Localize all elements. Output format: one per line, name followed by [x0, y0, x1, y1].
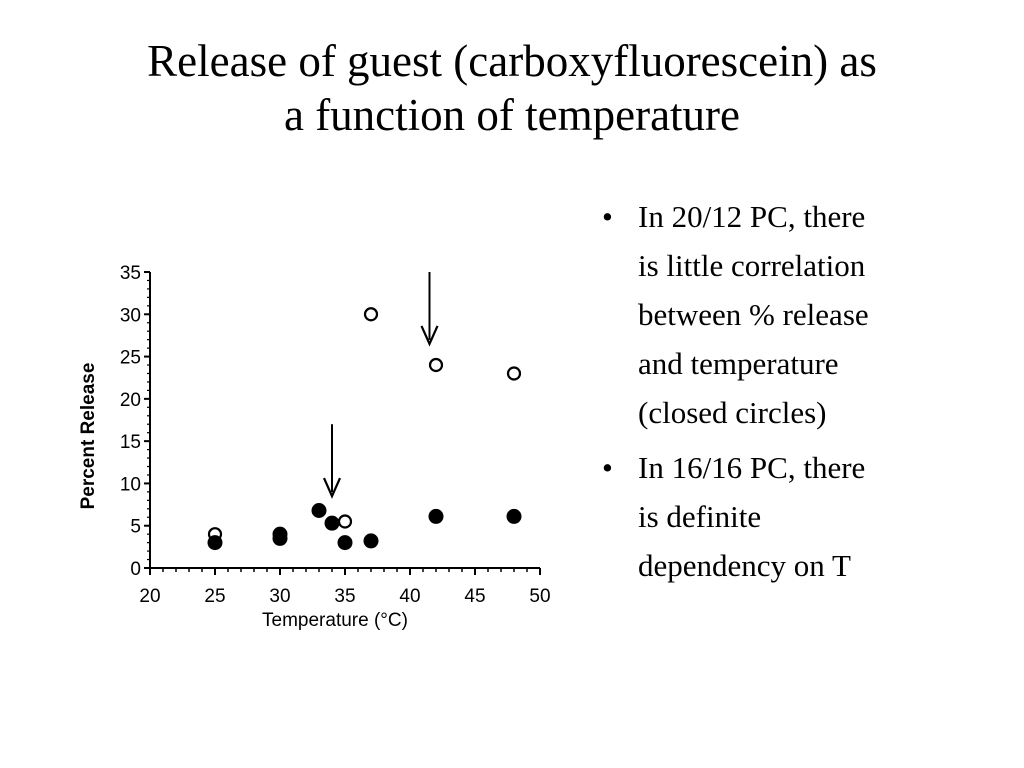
x-tick-label: 35: [334, 586, 355, 607]
y-tick-label: 35: [120, 263, 141, 284]
y-tick-label: 5: [130, 517, 141, 538]
bullet-text-line: In 20/12 PC, there: [638, 199, 866, 234]
y-tick-label: 0: [130, 559, 141, 580]
bullet-item: • In 16/16 PC, there is definite dependency…: [598, 443, 998, 590]
x-tick-label: 20: [139, 586, 160, 607]
y-tick-label: 10: [120, 474, 141, 495]
annotation-arrow-head: [322, 477, 342, 499]
bullet-text-line: and temperature: [638, 346, 839, 381]
title-line: Release of guest (carboxyfluorescein) as: [147, 36, 877, 86]
y-tick-label: 30: [120, 305, 141, 326]
bullet-text-line: is little correlation: [638, 248, 866, 283]
x-axis-label: Temperature (°C): [262, 610, 408, 631]
filled-circle-point: [207, 535, 223, 551]
filled-circle-point: [311, 502, 327, 518]
open-circle-point: [337, 514, 353, 529]
bullet-text-line: (closed circles): [638, 395, 827, 430]
open-circle-point: [506, 366, 522, 381]
x-tick-label: 45: [464, 586, 485, 607]
bullet-text-line: between % release: [638, 297, 869, 332]
filled-circle-point: [506, 508, 522, 524]
y-tick-label: 15: [120, 432, 141, 453]
bullet-text-line: In 16/16 PC, there: [638, 450, 866, 485]
bullet-list: • In 20/12 PC, there is little correlation…: [598, 192, 998, 596]
filled-circle-point: [324, 515, 340, 531]
open-circle-point: [428, 357, 444, 373]
bullet-text-line: is definite: [638, 499, 762, 534]
bullet-dot-icon: •: [602, 199, 613, 234]
bullet-text-line: dependency on T: [638, 548, 851, 583]
filled-circle-point: [272, 526, 288, 542]
bullet-dot-icon: •: [602, 450, 613, 485]
y-tick-label: 25: [120, 348, 141, 369]
scatter-chart: 20 25 30 35 40 45 50 0 5 10 15 20 25 30 35 Temperature …: [78, 263, 551, 631]
title-line: a function of temperature: [283, 90, 741, 140]
filled-circle-point: [363, 533, 379, 549]
y-axis-label: Percent Release: [78, 363, 99, 510]
x-tick-label: 30: [269, 586, 290, 607]
bullet-item: • In 20/12 PC, there is little correlation…: [598, 192, 998, 437]
x-tick-label: 40: [399, 586, 420, 607]
x-tick-label: 50: [529, 586, 550, 607]
open-circle-point: [363, 307, 379, 322]
slide-title: Release of guest (carboxyfluorescein) as…: [0, 34, 1024, 142]
x-tick-label: 25: [204, 586, 225, 607]
annotation-arrow-head: [420, 325, 439, 347]
filled-circle-point: [337, 535, 353, 551]
filled-circle-point: [428, 508, 444, 524]
y-tick-label: 20: [120, 390, 141, 411]
